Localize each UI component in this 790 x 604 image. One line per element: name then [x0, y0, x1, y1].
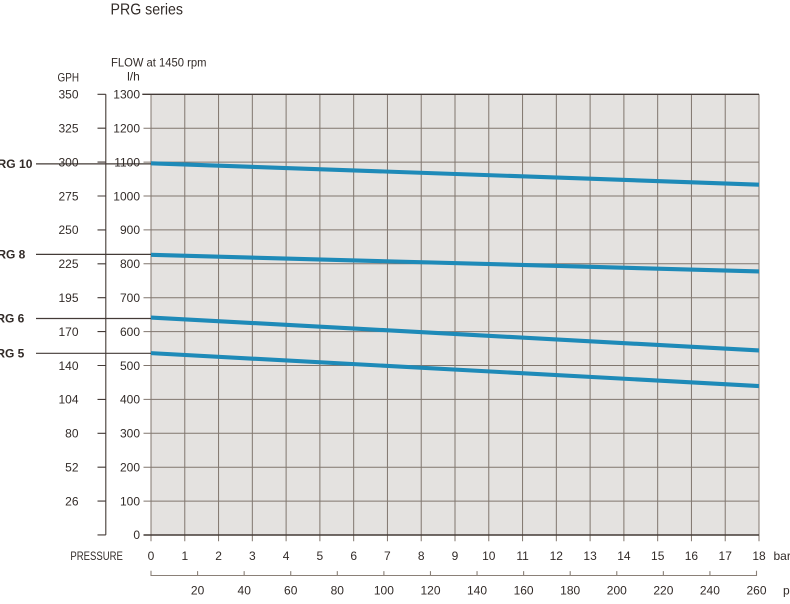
- svg-text:200: 200: [607, 583, 627, 597]
- svg-text:8: 8: [418, 549, 425, 563]
- svg-text:900: 900: [120, 223, 140, 237]
- svg-text:12: 12: [550, 549, 564, 563]
- svg-text:PRG series: PRG series: [111, 1, 184, 18]
- svg-text:275: 275: [58, 189, 78, 203]
- svg-text:18: 18: [752, 549, 766, 563]
- svg-text:15: 15: [651, 549, 665, 563]
- svg-text:1: 1: [181, 549, 188, 563]
- svg-text:160: 160: [514, 583, 534, 597]
- svg-text:PRG 8: PRG 8: [0, 248, 26, 262]
- svg-text:220: 220: [653, 583, 673, 597]
- svg-text:250: 250: [58, 223, 78, 237]
- svg-text:FLOW at 1450 rpm: FLOW at 1450 rpm: [111, 56, 207, 70]
- svg-text:1000: 1000: [113, 189, 140, 203]
- svg-text:6: 6: [350, 549, 357, 563]
- svg-text:5: 5: [317, 549, 324, 563]
- svg-text:800: 800: [120, 257, 140, 271]
- svg-text:500: 500: [120, 359, 140, 373]
- svg-text:14: 14: [617, 549, 631, 563]
- svg-text:26: 26: [65, 494, 79, 508]
- svg-text:140: 140: [467, 583, 487, 597]
- svg-text:1100: 1100: [114, 155, 140, 169]
- svg-text:100: 100: [374, 583, 394, 597]
- svg-text:100: 100: [120, 494, 140, 508]
- svg-text:170: 170: [58, 325, 78, 339]
- svg-text:16: 16: [685, 549, 699, 563]
- svg-text:PRG 5: PRG 5: [0, 347, 25, 361]
- svg-text:PRESSURE: PRESSURE: [70, 549, 123, 563]
- svg-text:325: 325: [58, 122, 78, 136]
- svg-text:300: 300: [120, 427, 140, 441]
- svg-text:3: 3: [249, 549, 256, 563]
- svg-text:260: 260: [746, 583, 766, 597]
- svg-text:0: 0: [148, 549, 155, 563]
- svg-text:60: 60: [284, 583, 298, 597]
- svg-text:9: 9: [452, 549, 459, 563]
- svg-text:10: 10: [482, 549, 496, 563]
- svg-text:1200: 1200: [113, 122, 140, 136]
- svg-text:11: 11: [516, 549, 529, 563]
- svg-text:300: 300: [58, 155, 78, 169]
- svg-text:2: 2: [215, 549, 222, 563]
- svg-text:700: 700: [120, 291, 140, 305]
- svg-text:40: 40: [238, 583, 252, 597]
- svg-text:195: 195: [58, 291, 78, 305]
- svg-text:240: 240: [700, 583, 720, 597]
- svg-text:350: 350: [58, 88, 78, 102]
- svg-text:80: 80: [331, 583, 345, 597]
- svg-text:bar: bar: [774, 549, 790, 563]
- svg-text:400: 400: [120, 393, 140, 407]
- svg-text:0: 0: [133, 528, 140, 542]
- svg-text:psi: psi: [783, 583, 790, 597]
- svg-text:140: 140: [58, 359, 78, 373]
- svg-text:225: 225: [58, 257, 78, 271]
- svg-text:l/h: l/h: [127, 70, 140, 84]
- svg-text:4: 4: [283, 549, 290, 563]
- svg-text:20: 20: [191, 583, 205, 597]
- svg-text:PRG 6: PRG 6: [0, 312, 25, 326]
- svg-text:17: 17: [719, 549, 733, 563]
- svg-text:7: 7: [384, 549, 391, 563]
- svg-text:104: 104: [58, 393, 78, 407]
- svg-text:13: 13: [583, 549, 597, 563]
- svg-text:1300: 1300: [113, 88, 140, 102]
- svg-text:GPH: GPH: [58, 70, 80, 84]
- svg-text:PRG 10: PRG 10: [0, 157, 33, 171]
- svg-text:180: 180: [560, 583, 580, 597]
- svg-text:80: 80: [65, 427, 79, 441]
- svg-text:600: 600: [120, 325, 140, 339]
- svg-text:120: 120: [420, 583, 440, 597]
- svg-text:52: 52: [65, 461, 79, 475]
- svg-text:200: 200: [120, 461, 140, 475]
